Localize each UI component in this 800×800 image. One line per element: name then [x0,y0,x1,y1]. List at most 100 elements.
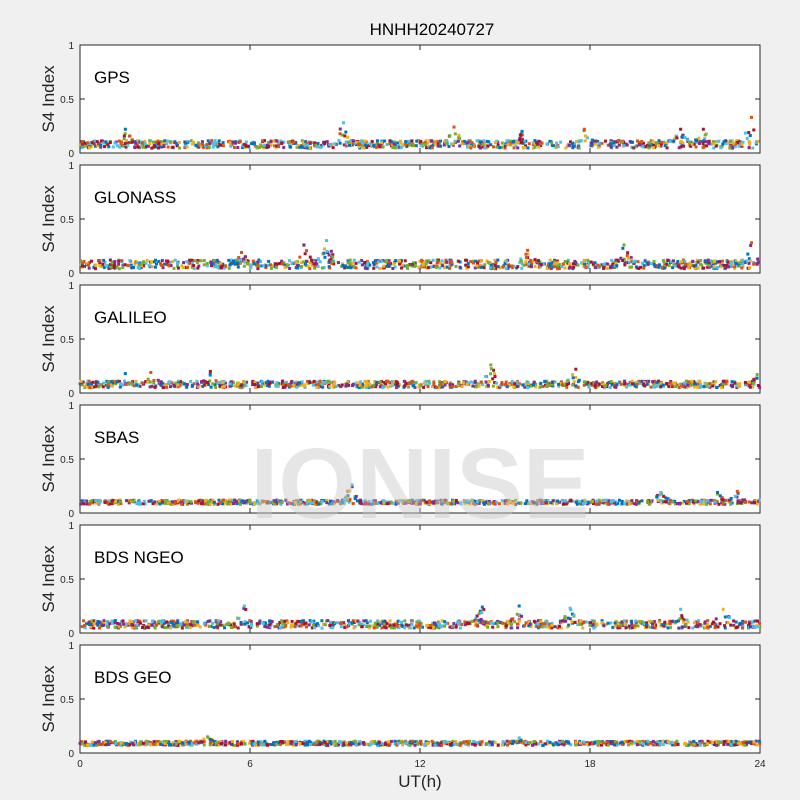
data-point [494,261,498,265]
data-point [602,624,606,628]
data-point [237,498,241,502]
data-point [89,625,93,629]
data-point [228,139,232,143]
data-point [551,502,555,506]
data-point [740,622,744,626]
data-point [90,259,94,263]
data-point [694,263,698,267]
y-tick-label: 1 [68,41,74,52]
data-point [302,243,306,247]
data-point [675,383,679,387]
data-point [748,385,752,389]
data-point [725,379,729,383]
data-point [534,260,538,264]
data-point [400,620,404,624]
data-point [359,139,363,143]
data-point [747,261,751,265]
data-point [509,383,513,387]
data-point [217,266,221,270]
data-point [329,249,333,253]
system-label: GPS [94,68,130,87]
data-point [177,381,181,385]
data-point [503,144,507,148]
data-point [607,499,611,503]
data-point [112,260,116,264]
system-label: BDS NGEO [94,548,184,567]
data-point [278,620,282,624]
data-point [718,622,722,626]
data-point [98,259,102,263]
data-point [323,380,327,384]
data-point [561,262,565,266]
data-point [108,499,112,503]
data-point [94,499,98,503]
data-point [752,379,756,383]
data-point [691,260,695,264]
data-point [668,499,672,503]
data-point [110,261,114,265]
data-point [419,265,423,269]
data-point [237,616,241,620]
data-point [410,622,414,626]
data-point [275,381,279,385]
data-point [711,620,715,624]
data-point [477,501,481,505]
data-point [699,259,703,263]
data-point [524,260,528,264]
data-point [486,260,490,264]
data-point [303,262,307,266]
data-point [308,619,312,623]
data-point [706,258,710,262]
data-point [325,501,329,505]
data-point [339,385,343,389]
data-point [642,622,646,626]
data-point [509,622,513,626]
data-point [295,264,299,268]
data-point [511,140,515,144]
data-point [412,261,416,265]
data-point [172,266,176,270]
data-point [103,500,107,504]
data-point [317,385,321,389]
data-point [85,385,89,389]
data-point [117,624,121,628]
data-point [582,742,586,746]
data-point [428,502,432,506]
data-point [741,619,745,623]
data-point [382,264,386,268]
data-point [448,266,452,270]
data-point [381,384,385,388]
data-point [314,500,318,504]
data-point [609,379,613,383]
data-point [740,143,744,147]
data-point [539,620,543,624]
x-tick-label: 6 [247,759,253,770]
data-point [475,623,479,627]
data-point [283,265,287,269]
data-point [516,140,520,144]
data-point [523,383,527,387]
data-point [285,383,289,387]
data-point [445,740,449,744]
data-point [550,261,554,265]
data-point [343,626,347,630]
data-point [480,611,484,615]
data-point [253,502,257,506]
data-point [385,143,389,147]
data-point [395,501,399,505]
data-point [96,620,100,624]
data-point [85,622,89,626]
data-point [755,376,759,380]
data-point [249,624,253,628]
data-point [283,385,287,389]
data-point [142,260,146,264]
data-point [741,258,745,262]
data-point [422,498,426,502]
data-point [372,499,376,503]
data-point [481,621,485,625]
data-point [474,385,478,389]
data-point [99,145,103,149]
data-point [230,258,234,262]
data-point [410,139,414,143]
data-point [144,261,148,265]
